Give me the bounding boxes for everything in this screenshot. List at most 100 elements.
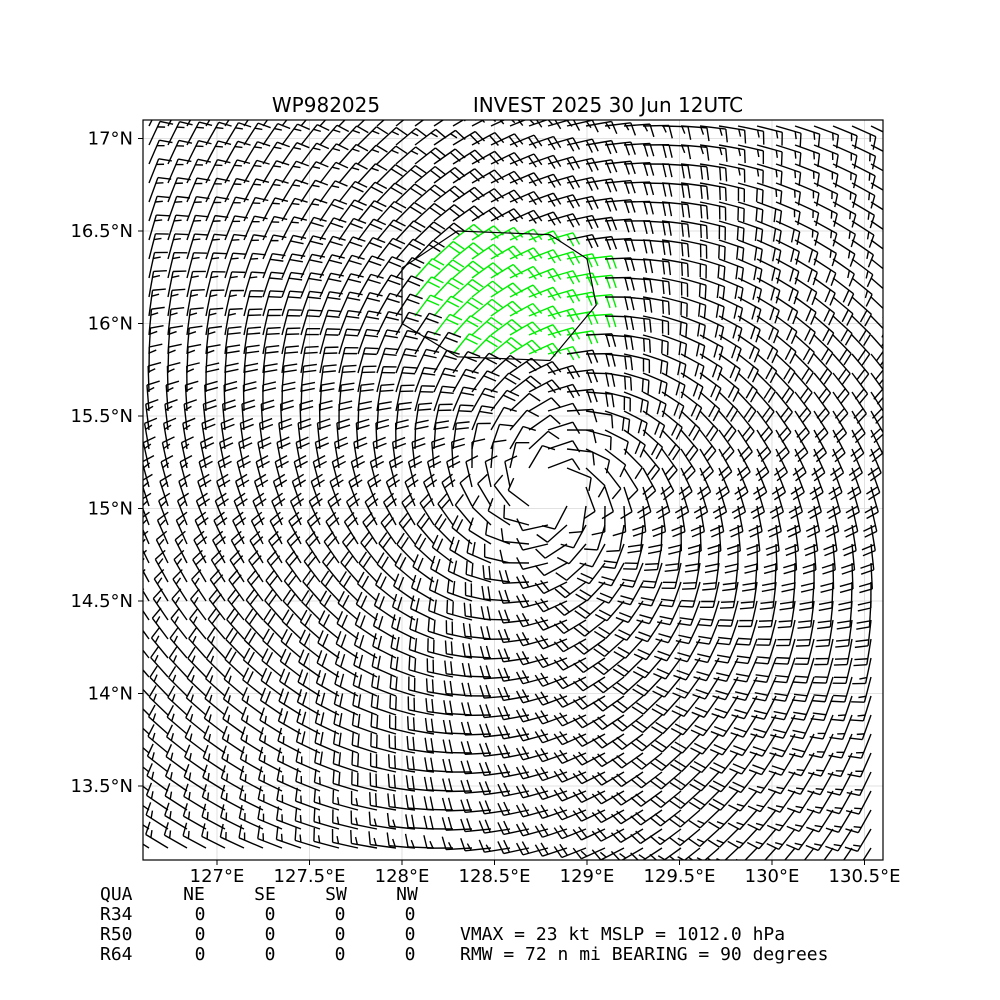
wind-barb (699, 315, 725, 341)
wind-barb (395, 348, 419, 374)
wind-barb (835, 619, 853, 648)
wind-barb (690, 714, 720, 737)
wind-barb (280, 628, 302, 659)
wind-barb (468, 517, 492, 545)
wind-barb (437, 493, 454, 526)
wind-barb (146, 380, 160, 412)
wind-barb (277, 727, 302, 754)
wind-barb (528, 430, 560, 450)
wind-barb (593, 619, 625, 640)
wind-barb (406, 716, 435, 735)
wind-barb (313, 769, 340, 792)
wind-barb (205, 158, 231, 184)
wind-barb (585, 178, 618, 193)
wind-barb (611, 790, 644, 806)
wind-barb (623, 391, 649, 415)
wind-barb (490, 263, 524, 279)
wind-barb (268, 530, 283, 564)
wind-barb (811, 676, 834, 703)
wind-barb (300, 290, 323, 317)
wind-barb (799, 581, 815, 611)
wind-barb (171, 588, 188, 621)
wind-barb (241, 687, 264, 716)
wind-barb (369, 772, 397, 792)
wind-barb (808, 733, 834, 759)
wind-barb (369, 752, 397, 773)
wind-barb (515, 765, 549, 780)
contour-line (401, 230, 597, 362)
wind-barb (143, 417, 158, 450)
wind-barb (244, 608, 264, 640)
wind-barb (623, 429, 646, 458)
wind-barb (659, 581, 682, 608)
wind-barb (471, 243, 504, 260)
wind-barb (371, 673, 397, 697)
wind-barb (210, 549, 226, 583)
wind-barb (186, 270, 206, 298)
wind-barb (630, 771, 663, 789)
wind-barb (813, 125, 840, 149)
wind-barb (699, 410, 719, 442)
wind-barb (186, 196, 210, 222)
wind-barb (870, 296, 883, 327)
wind-barb (718, 410, 737, 442)
wind-barb (447, 557, 473, 583)
wind-barb (555, 562, 587, 581)
wind-barb (319, 590, 340, 621)
wind-barb (861, 524, 876, 557)
wind-barb (294, 787, 321, 811)
wind-barb (190, 588, 207, 621)
wind-barb (718, 220, 745, 242)
wind-barb (167, 685, 188, 716)
wind-barb (832, 353, 851, 385)
wind-barb (262, 141, 290, 165)
wind-barb (479, 665, 511, 680)
wind-barb (572, 847, 606, 860)
wind-barb (612, 657, 644, 677)
wind-barb (478, 800, 511, 815)
wind-barb (434, 513, 454, 545)
wind-barb (345, 492, 361, 526)
wind-barb (148, 343, 163, 374)
wind-barb (281, 345, 299, 374)
wind-barb (454, 493, 473, 526)
wind-barb (574, 600, 606, 619)
wind-barb (515, 746, 549, 761)
wind-barb (534, 562, 568, 577)
wind-barb (611, 809, 644, 825)
wind-barb (490, 170, 524, 185)
wind-barb (831, 429, 846, 463)
wind-barb (198, 454, 213, 488)
wind-barb (774, 638, 796, 665)
wind-barb (148, 325, 164, 355)
wind-barb (147, 724, 169, 754)
wind-barb (388, 734, 416, 754)
wind-barb (737, 410, 755, 443)
wind-barb (688, 790, 720, 810)
wind-barb (446, 579, 473, 602)
wind-barb (298, 649, 321, 678)
wind-barb (471, 150, 505, 165)
wind-barb (433, 259, 465, 279)
wind-barb (416, 513, 435, 545)
wind-barb (452, 168, 485, 184)
wind-barb (870, 258, 883, 270)
y-tick-label-7: 17°N (88, 129, 133, 150)
wind-barb (585, 467, 606, 498)
wind-barb (242, 381, 257, 412)
wind-barb (165, 380, 180, 412)
wind-barb (260, 399, 275, 431)
wind-barb (509, 153, 543, 168)
wind-barb (224, 326, 242, 355)
wind-barb (479, 684, 511, 699)
wind-barb (433, 331, 462, 355)
wind-barb (460, 779, 492, 794)
wind-barb (262, 178, 289, 203)
wind-barb (355, 418, 370, 450)
wind-barb (277, 708, 302, 735)
wind-barb (862, 847, 872, 860)
wind-barb (166, 362, 181, 393)
wind-barb (756, 334, 779, 364)
wind-barb (614, 619, 644, 641)
wind-barb (737, 144, 765, 165)
